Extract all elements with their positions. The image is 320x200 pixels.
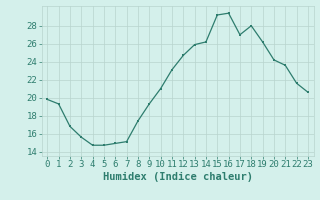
X-axis label: Humidex (Indice chaleur): Humidex (Indice chaleur) bbox=[103, 172, 252, 182]
